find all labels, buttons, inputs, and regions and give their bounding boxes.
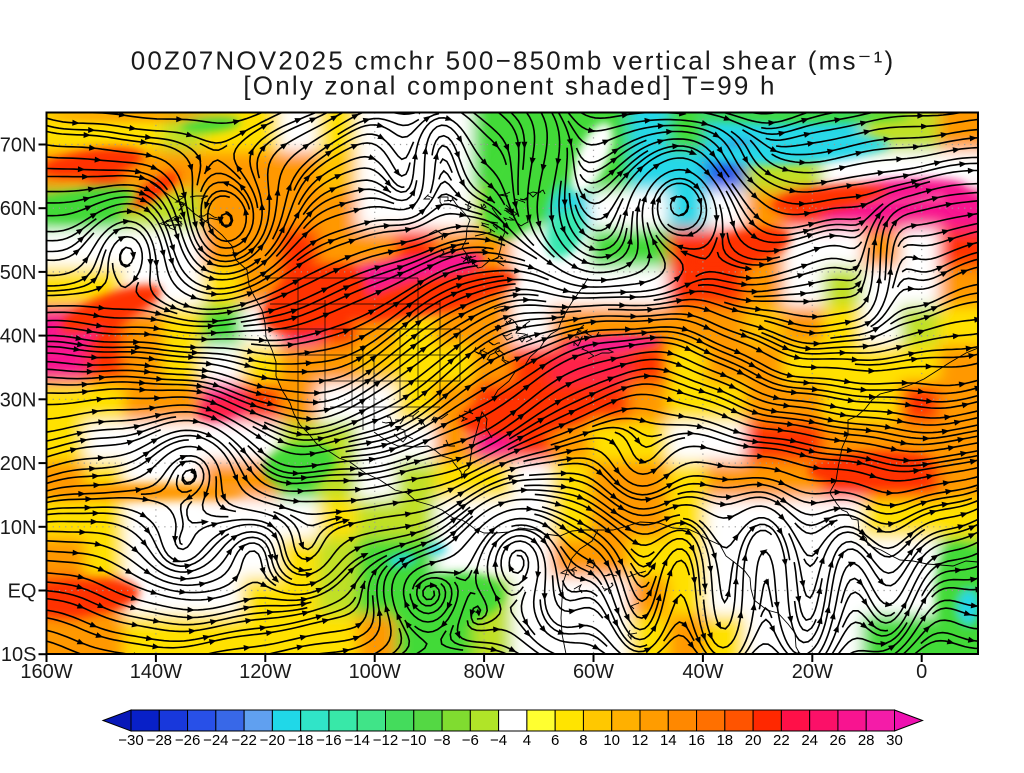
svg-text:60W: 60W [573,661,614,683]
svg-text:24: 24 [801,732,818,749]
svg-text:−14: −14 [344,732,369,749]
svg-text:[Only zonal component shaded]: [Only zonal component shaded] T=99 h [243,71,776,101]
svg-text:10S: 10S [1,644,37,666]
svg-text:160W: 160W [20,661,72,683]
svg-text:140W: 140W [130,661,182,683]
svg-text:−24: −24 [203,732,228,749]
svg-text:−18: −18 [288,732,313,749]
svg-text:EQ: EQ [8,581,37,603]
svg-text:−12: −12 [373,732,398,749]
svg-text:12: 12 [632,732,649,749]
svg-text:−22: −22 [231,732,256,749]
svg-text:30N: 30N [0,389,37,411]
svg-text:−6: −6 [462,732,479,749]
svg-text:14: 14 [660,732,677,749]
svg-text:−8: −8 [434,732,451,749]
svg-text:00Z07NOV2025 cmchr 500−850mb v: 00Z07NOV2025 cmchr 500−850mb vertical sh… [131,46,896,76]
svg-text:40N: 40N [0,326,37,348]
svg-text:16: 16 [688,732,705,749]
svg-text:20W: 20W [792,661,833,683]
svg-text:10: 10 [603,732,620,749]
svg-text:−4: −4 [490,732,507,749]
svg-text:22: 22 [773,732,790,749]
svg-text:−26: −26 [175,732,200,749]
svg-text:30: 30 [886,732,903,749]
svg-text:40W: 40W [682,661,723,683]
svg-text:−28: −28 [147,732,172,749]
svg-text:20N: 20N [0,453,37,475]
svg-text:60N: 60N [0,198,37,220]
svg-text:−10: −10 [401,732,426,749]
svg-text:8: 8 [579,732,587,749]
svg-text:−30: −30 [118,732,143,749]
svg-text:−16: −16 [316,732,341,749]
svg-text:0: 0 [916,661,927,683]
svg-text:70N: 70N [0,135,37,157]
svg-text:18: 18 [716,732,733,749]
svg-text:120W: 120W [239,661,291,683]
svg-text:4: 4 [523,732,531,749]
svg-text:−20: −20 [260,732,285,749]
svg-text:50N: 50N [0,262,37,284]
svg-text:80W: 80W [464,661,505,683]
svg-text:26: 26 [830,732,847,749]
svg-text:28: 28 [858,732,875,749]
svg-text:100W: 100W [349,661,401,683]
svg-text:6: 6 [551,732,559,749]
svg-text:10N: 10N [0,517,37,539]
svg-text:20: 20 [745,732,762,749]
